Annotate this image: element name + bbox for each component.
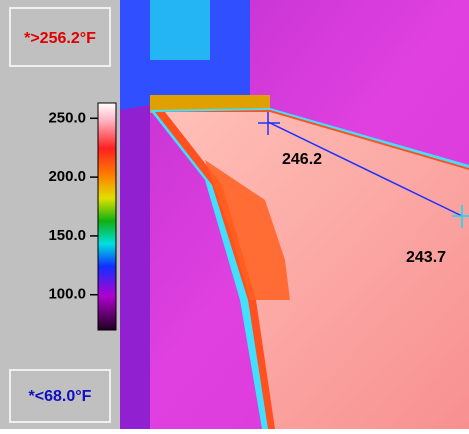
tick-label: 150.0 (48, 227, 86, 244)
tick-label: 200.0 (48, 168, 86, 185)
spot-reading: 243.7 (406, 249, 446, 266)
screen: 246.2 243.7 *>256.2°F *<68.0°F 250.0 200.… (0, 0, 469, 429)
tick-label: 250.0 (48, 109, 86, 126)
max-label: *>256.2°F (24, 30, 96, 47)
color-scale (98, 103, 116, 330)
min-label: *<68.0°F (29, 388, 92, 405)
spot-reading: 246.2 (282, 151, 322, 168)
thermal-image: 246.2 243.7 (120, 0, 469, 429)
tick-label: 100.0 (48, 286, 86, 303)
